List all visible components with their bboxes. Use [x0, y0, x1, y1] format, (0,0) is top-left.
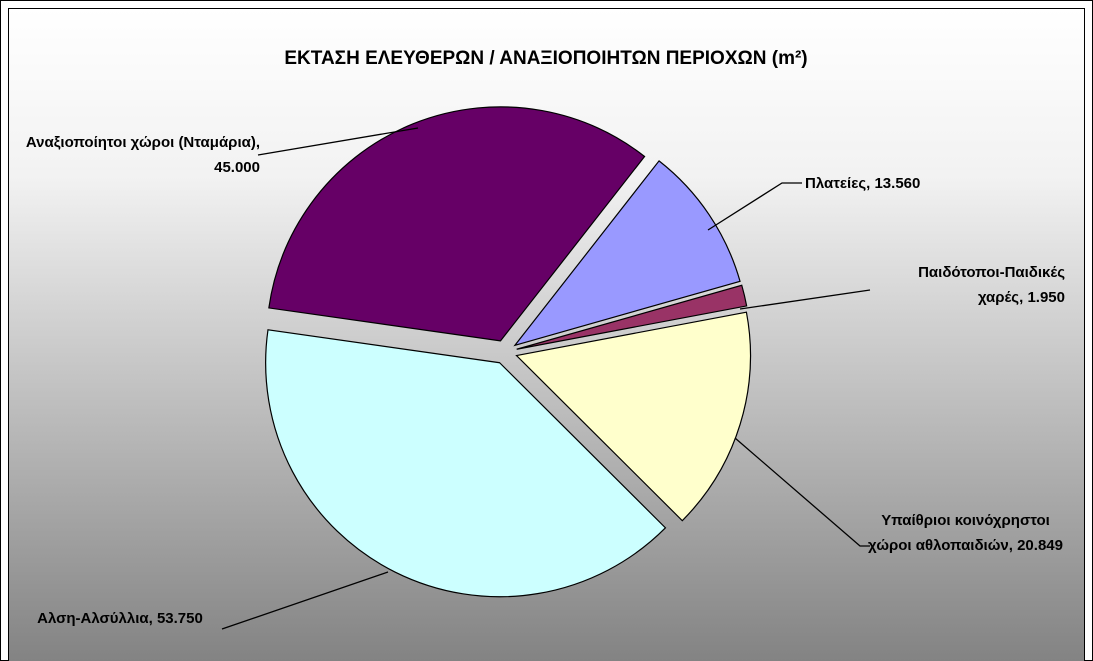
pie-slice [268, 106, 646, 342]
leader-line [707, 182, 802, 231]
label-separator: , [148, 610, 157, 627]
data-label: Πλατείες, 13.560 [805, 171, 1005, 196]
value-label: 1.950 [1027, 289, 1065, 306]
value-label: 13.560 [874, 175, 921, 192]
pie-slice [516, 284, 748, 350]
category-label: Αλση-Αλσύλλια [37, 610, 149, 627]
value-label: 20.849 [1017, 537, 1063, 554]
pie-slice [265, 329, 667, 598]
category-label: Υπαίθριοι κοινόχρηστοι χώροι αθλοπαιδιών [868, 512, 1050, 554]
leader-line [734, 437, 870, 547]
category-label: Παιδότοποι-Παιδικές χαρές [918, 264, 1065, 306]
leader-line [739, 289, 871, 310]
value-label: 53.750 [156, 610, 203, 627]
pie-slice [515, 311, 751, 522]
value-label: 45.000 [214, 159, 260, 176]
data-label: Υπαίθριοι κοινόχρηστοι χώροι αθλοπαιδιών… [868, 508, 1063, 558]
data-label: Αναξιοποίητοι χώροι (Νταμάρια), 45.000 [20, 130, 260, 180]
chart-title: ΕΚΤΑΣΗ ΕΛΕΥΘΕΡΩΝ / ΑΝΑΞΙΟΠΟΙΗΤΩΝ ΠΕΡΙΟΧΩ… [284, 48, 807, 69]
category-label: Πλατείες [805, 175, 867, 192]
leader-line [257, 127, 419, 156]
pie-slice [513, 160, 741, 347]
leader-lines [221, 127, 871, 630]
label-separator: , [866, 175, 875, 192]
label-separator: , [1019, 289, 1028, 306]
leader-line [221, 571, 389, 630]
data-label: Αλση-Αλσύλλια, 53.750 [20, 606, 220, 631]
pie [265, 106, 751, 598]
data-label: Παιδότοποι-Παιδικές χαρές, 1.950 [870, 260, 1065, 310]
label-separator: , [1008, 537, 1018, 554]
category-label: Αναξιοποίητοι χώροι (Νταμάρια) [25, 134, 256, 151]
label-separator: , [255, 134, 260, 151]
